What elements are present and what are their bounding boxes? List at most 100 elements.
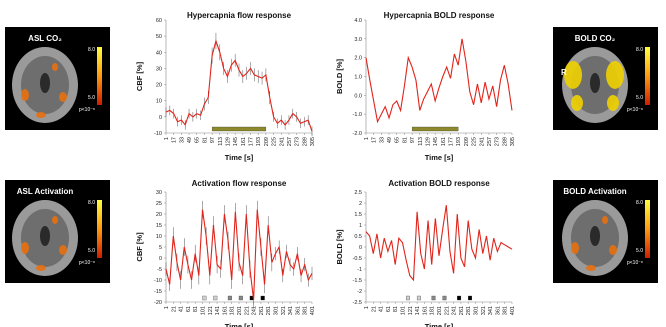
x-tick-label: 341 — [288, 306, 294, 315]
x-tick-label: 49 — [187, 137, 193, 143]
stimulus-block — [228, 296, 232, 300]
color-scale — [645, 47, 650, 105]
y-tick-label: 50 — [156, 34, 162, 40]
stimulus-block — [212, 127, 266, 131]
x-tick-label: 161 — [441, 137, 447, 146]
y-tick-label: 2 — [359, 201, 362, 207]
y-tick-label: -5 — [157, 267, 162, 273]
x-tick-label: 289 — [302, 137, 308, 146]
x-tick-label: 113 — [418, 137, 424, 146]
side-label: R — [561, 68, 567, 77]
x-tick-label: 261 — [459, 306, 465, 315]
x-tick-label: 201 — [237, 306, 243, 315]
x-tick-label: 257 — [287, 137, 293, 146]
y-tick-label: -1 — [357, 267, 362, 273]
x-tick-label: 201 — [437, 306, 443, 315]
x-tick-label: 261 — [259, 306, 265, 315]
x-tick-label: 1 — [164, 137, 170, 140]
scale-min: 5.0 — [88, 248, 95, 254]
panel-title: ASL Activation — [17, 187, 74, 196]
x-tick-label: 121 — [208, 306, 214, 315]
x-tick-label: 61 — [386, 306, 392, 312]
x-tick-label: 361 — [495, 306, 501, 315]
y-tick-label: 0 — [159, 115, 162, 121]
y-tick-label: 20 — [156, 212, 162, 218]
x-tick-label: 281 — [266, 306, 272, 315]
activation — [59, 92, 67, 102]
x-tick-label: 225 — [472, 137, 478, 146]
y-tick-label: 0.5 — [354, 234, 362, 240]
y-tick-label: 1.0 — [354, 75, 362, 81]
x-tick-label: 273 — [495, 137, 501, 146]
y-tick-label: 60 — [156, 18, 162, 24]
ventricle — [590, 73, 600, 93]
panel-title: BOLD CO₂ — [575, 34, 616, 43]
activation — [571, 242, 579, 254]
activation — [21, 242, 29, 254]
stimulus-block — [203, 296, 207, 300]
p-label: p<10⁻⁸ — [79, 260, 95, 266]
x-tick-label: 97 — [410, 137, 416, 143]
x-tick-label: 209 — [464, 137, 470, 146]
x-tick-label: 17 — [172, 137, 178, 143]
y-tick-label: -10 — [154, 278, 162, 284]
x-tick-label: 301 — [474, 306, 480, 315]
x-tick-label: 221 — [444, 306, 450, 315]
x-tick-label: 129 — [225, 137, 231, 146]
y-tick-label: 5 — [159, 245, 162, 251]
x-tick-label: 141 — [415, 306, 421, 315]
scale-max: 8.0 — [636, 47, 643, 53]
p-label: p<10⁻⁸ — [79, 107, 95, 113]
chart-title: Hypercapnia flow response — [187, 11, 292, 20]
stimulus-block — [443, 296, 447, 300]
color-scale — [645, 200, 650, 258]
data-line — [366, 205, 512, 280]
x-tick-label: 97 — [210, 137, 216, 143]
scale-max: 8.0 — [636, 200, 643, 206]
stimulus-block — [261, 296, 265, 300]
x-tick-label: 81 — [193, 306, 199, 312]
x-tick-label: 65 — [195, 137, 201, 143]
y-axis-label: BOLD [%] — [335, 229, 344, 264]
y-tick-label: -0.5 — [353, 256, 362, 262]
x-tick-label: 321 — [481, 306, 487, 315]
x-tick-label: 401 — [310, 306, 316, 315]
x-tick-label: 161 — [222, 306, 228, 315]
chart-title: Hypercapnia BOLD response — [384, 11, 495, 20]
p-label: p<10⁻⁸ — [627, 260, 643, 266]
x-tick-label: 21 — [371, 306, 377, 312]
x-tick-label: 305 — [310, 137, 316, 146]
y-tick-label: -2.5 — [353, 300, 362, 306]
chart: -20-15-10-505101520253012141618110112114… — [135, 179, 316, 327]
x-tick-label: 361 — [295, 306, 301, 315]
x-tick-label: 81 — [402, 137, 408, 143]
x-tick-label: 101 — [201, 306, 207, 315]
activation — [607, 95, 619, 111]
x-tick-label: 17 — [372, 137, 378, 143]
x-tick-label: 41 — [179, 306, 185, 312]
x-tick-label: 141 — [215, 306, 221, 315]
x-tick-label: 177 — [249, 137, 255, 146]
chart-title: Activation flow response — [192, 179, 287, 188]
x-tick-label: 241 — [252, 306, 258, 315]
x-tick-label: 301 — [274, 306, 280, 315]
y-tick-label: -1.5 — [353, 278, 362, 284]
activation — [21, 89, 29, 101]
x-tick-label: 161 — [422, 306, 428, 315]
y-tick-label: -20 — [154, 300, 162, 306]
activation — [571, 95, 583, 111]
stimulus-block — [406, 296, 410, 300]
x-tick-label: 257 — [487, 137, 493, 146]
activation — [36, 265, 46, 271]
activation — [36, 112, 46, 118]
x-tick-label: 281 — [466, 306, 472, 315]
x-tick-label: 161 — [241, 137, 247, 146]
scale-min: 5.0 — [636, 95, 643, 101]
x-tick-label: 289 — [502, 137, 508, 146]
scale-min: 5.0 — [88, 95, 95, 101]
x-tick-label: 401 — [510, 306, 516, 315]
activation — [52, 63, 58, 71]
figure: ASL CO₂8.05.0p<10⁻⁸BOLD CO₂8.05.0p<10⁻⁸R… — [0, 0, 666, 327]
x-tick-label: 241 — [279, 137, 285, 146]
